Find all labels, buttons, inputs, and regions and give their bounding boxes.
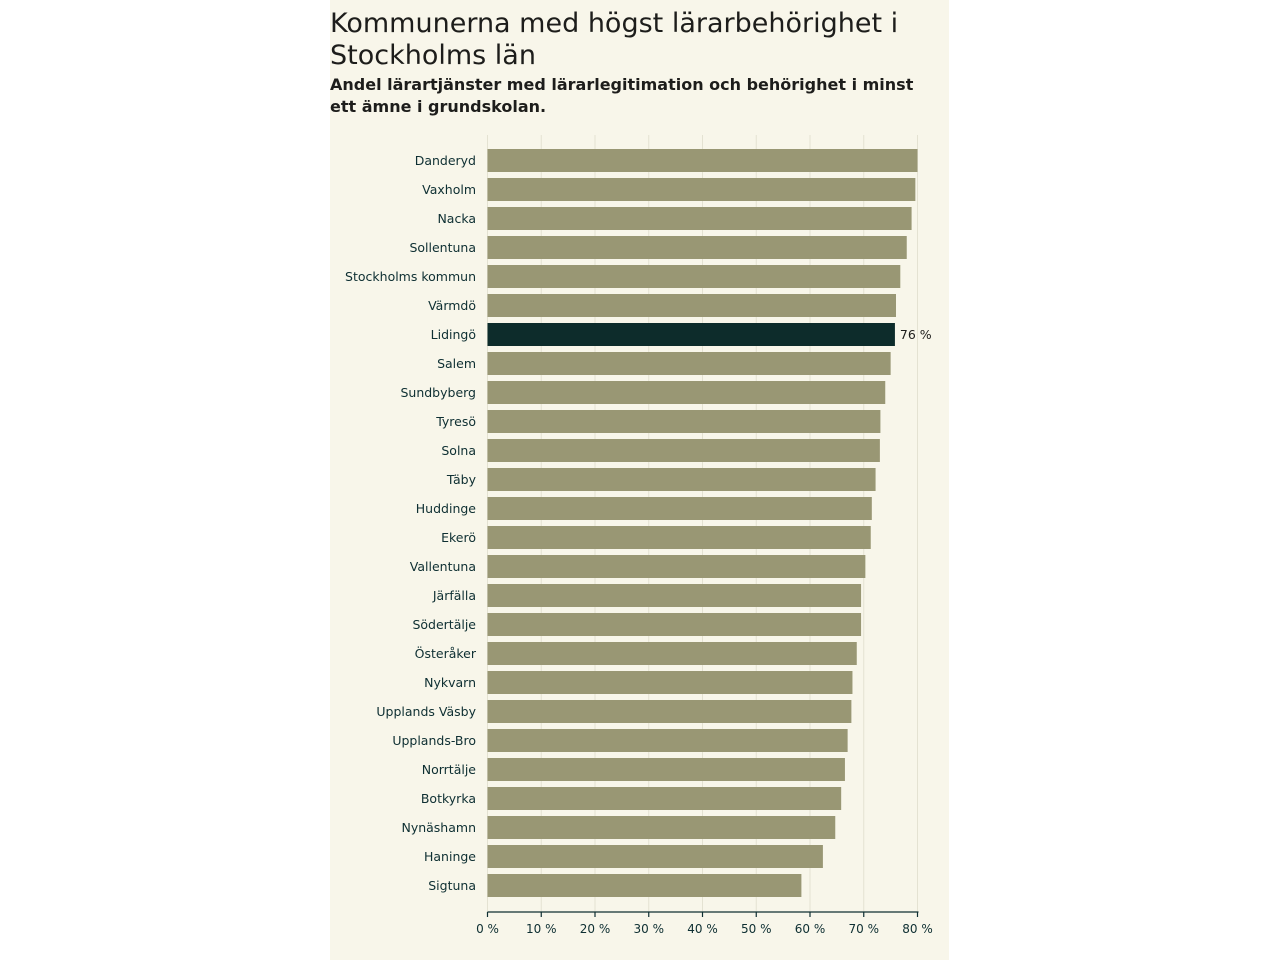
category-label: Sollentuna <box>409 240 476 255</box>
category-label: Upplands-Bro <box>392 733 476 748</box>
data-label: 76 % <box>900 327 932 342</box>
bar <box>487 555 866 578</box>
x-tick-label: 60 % <box>795 922 826 936</box>
category-label: Vallentuna <box>410 559 476 574</box>
bar <box>487 642 857 665</box>
bar <box>487 410 881 433</box>
bar <box>487 729 848 752</box>
category-label: Salem <box>437 356 476 371</box>
bar <box>487 497 872 520</box>
category-label: Upplands Väsby <box>376 704 476 719</box>
bar <box>487 613 862 636</box>
category-label: Sigtuna <box>428 878 476 893</box>
category-label: Lidingö <box>431 327 476 342</box>
bar <box>487 787 842 810</box>
bar-highlight <box>487 323 895 346</box>
category-label: Södertälje <box>412 617 476 632</box>
category-label: Nykvarn <box>424 675 476 690</box>
chart-subtitle: Andel lärartjänster med lärarlegitimatio… <box>330 75 914 116</box>
bar <box>487 178 916 201</box>
bar <box>487 584 862 607</box>
category-label: Järfälla <box>432 588 476 603</box>
category-label: Österåker <box>415 645 477 661</box>
category-label: Stockholms kommun <box>345 269 476 284</box>
category-label: Nynäshamn <box>401 820 476 835</box>
category-label: Solna <box>441 443 476 458</box>
bar <box>487 700 852 723</box>
x-tick-label: 10 % <box>526 922 557 936</box>
x-tick-label: 40 % <box>687 922 718 936</box>
category-label: Ekerö <box>441 530 476 545</box>
category-label: Nacka <box>437 211 476 226</box>
bar <box>487 381 886 404</box>
bar <box>487 265 901 288</box>
category-label: Botkyrka <box>421 791 476 806</box>
chart-title: Kommunerna med högst lärarbehörighet i S… <box>330 8 899 71</box>
bar <box>487 526 871 549</box>
bar <box>487 816 836 839</box>
x-tick-label: 30 % <box>634 922 665 936</box>
category-label: Värmdö <box>428 298 476 313</box>
x-tick-label: 0 % <box>476 922 499 936</box>
category-label: Haninge <box>424 849 476 864</box>
bar <box>487 149 918 172</box>
bar <box>487 874 802 897</box>
x-tick-label: 80 % <box>902 922 933 936</box>
category-label: Sundbyberg <box>400 385 476 400</box>
x-tick-label: 50 % <box>741 922 772 936</box>
bar <box>487 758 845 781</box>
bar <box>487 352 891 375</box>
bar <box>487 294 896 317</box>
category-label: Vaxholm <box>422 182 476 197</box>
bar <box>487 236 907 259</box>
bar <box>487 845 823 868</box>
x-tick-label: 70 % <box>849 922 880 936</box>
x-tick-label: 20 % <box>580 922 611 936</box>
bar <box>487 468 876 491</box>
bar <box>487 207 912 230</box>
category-label: Tyresö <box>435 414 476 429</box>
category-label: Täby <box>446 472 477 487</box>
bar <box>487 439 880 462</box>
bar <box>487 671 853 694</box>
category-label: Huddinge <box>416 501 477 516</box>
category-label: Norrtälje <box>422 762 477 777</box>
category-label: Danderyd <box>415 153 476 168</box>
